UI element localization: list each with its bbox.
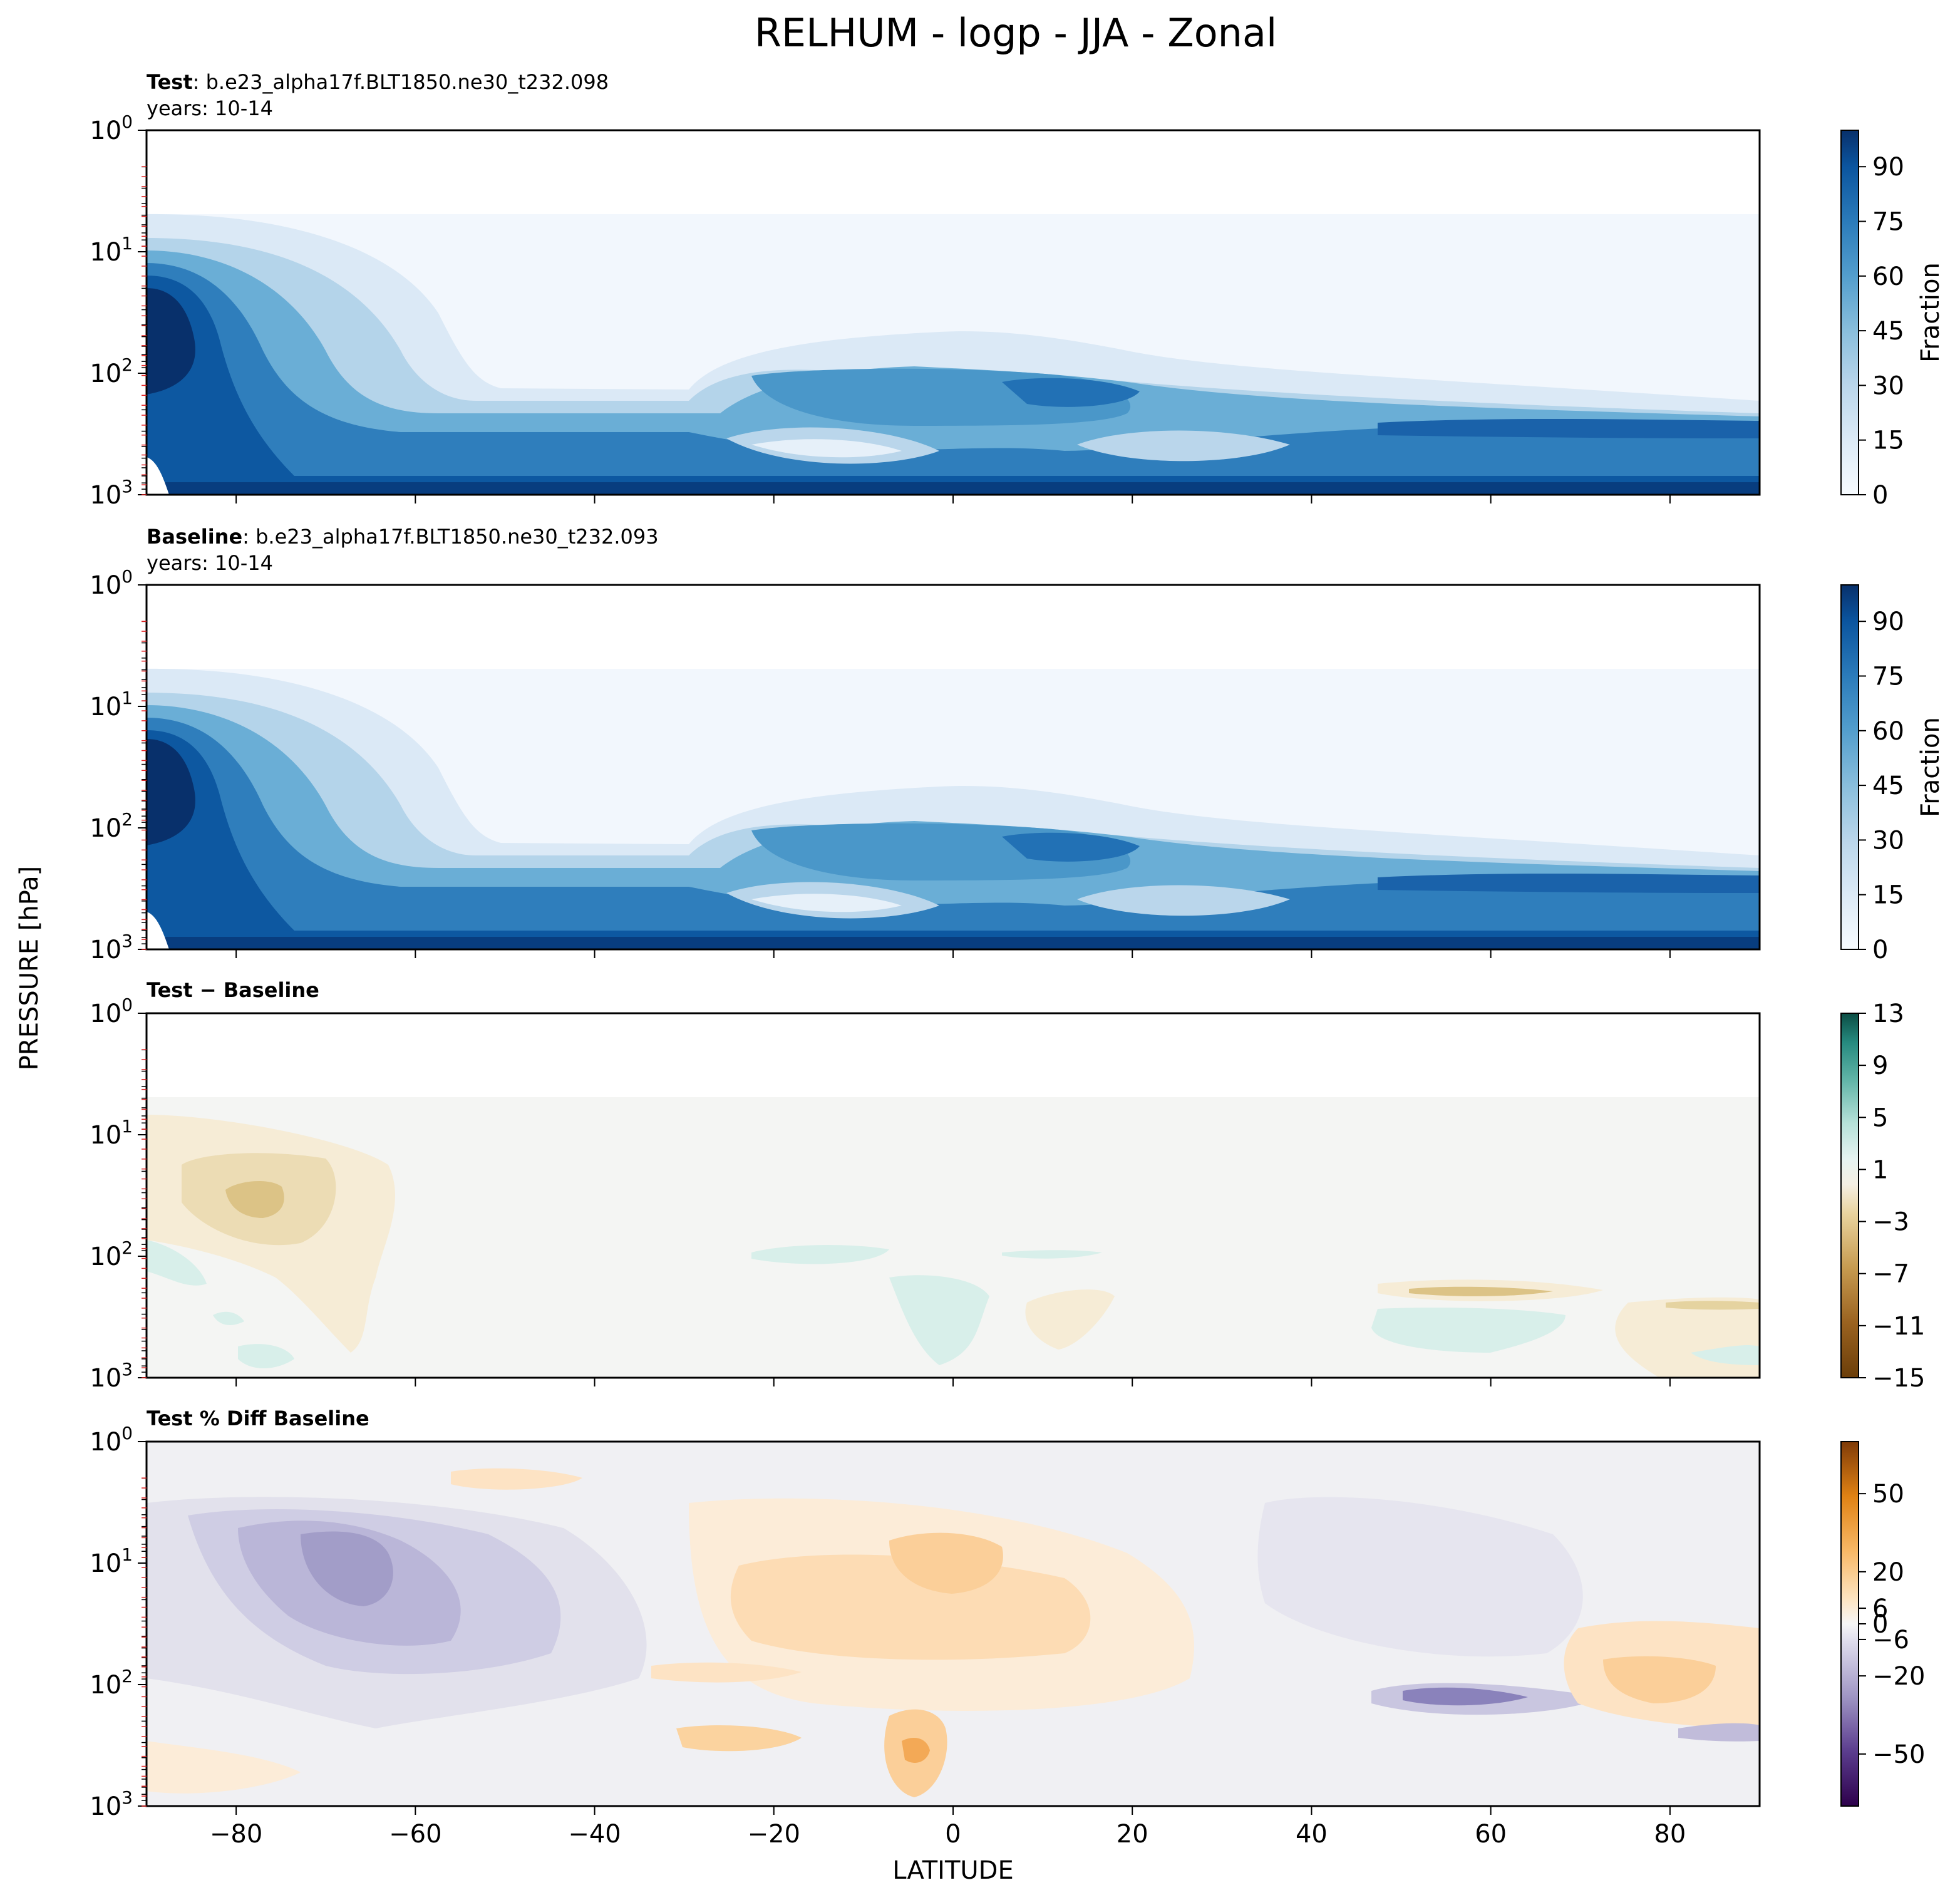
- y-tick-label: 102: [90, 1666, 133, 1700]
- colorbar-tick-label: −20: [1872, 1662, 1925, 1691]
- colorbar-tick-label: 60: [1872, 262, 1904, 291]
- x-tick-label: 0: [945, 1820, 961, 1849]
- panel-test-colorbar-ticks: 0 15 30 45 60 75 90: [1859, 153, 1904, 510]
- y-tick-label: 102: [90, 354, 133, 388]
- y-tick-label: 103: [90, 1787, 133, 1821]
- panel-baseline-title-bold: Baseline: [147, 525, 242, 549]
- panel-test-x-ticks: [235, 495, 1671, 503]
- panel-test-title: Test: b.e23_alpha17f.BLT1850.ne30_t232.0…: [147, 70, 609, 94]
- colorbar-tick-label: 0: [1872, 1610, 1888, 1639]
- y-tick-label: 101: [90, 233, 133, 267]
- y-tick-label: 102: [90, 809, 133, 843]
- panel-difference-x-ticks: [235, 1378, 1671, 1386]
- panel-test-subtitle: years: 10-14: [147, 96, 273, 120]
- colorbar-tick-label: 15: [1872, 881, 1904, 910]
- panel-baseline: Baseline: b.e23_alpha17f.BLT1850.ne30_t2…: [90, 525, 1945, 964]
- panel-percent-difference-colorbar: [1840, 1441, 1859, 1807]
- y-tick-label: 101: [90, 688, 133, 721]
- panel-difference-field: [147, 1013, 1760, 1378]
- y-tick-label: 102: [90, 1237, 133, 1271]
- panel-baseline-x-ticks: [235, 949, 1671, 958]
- colorbar-tick-label: −15: [1872, 1364, 1925, 1393]
- x-tick-label: −60: [389, 1820, 441, 1849]
- colorbar-tick-label: 20: [1872, 1558, 1904, 1587]
- x-tick-label: −20: [748, 1820, 800, 1849]
- colorbar-tick-label: 30: [1872, 371, 1904, 400]
- colorbar-tick-label: 75: [1872, 663, 1904, 691]
- colorbar-tick-label: −6: [1872, 1626, 1909, 1655]
- x-tick-label: 20: [1117, 1820, 1148, 1849]
- colorbar-tick-label: 6: [1872, 1594, 1888, 1623]
- y-tick-label: 101: [90, 1116, 133, 1150]
- colorbar-tick-label: 90: [1872, 607, 1904, 636]
- panel-baseline-title-rest: : b.e23_alpha17f.BLT1850.ne30_t232.093: [242, 525, 658, 549]
- panel-baseline-colorbar-label: Fraction: [1916, 717, 1945, 817]
- panel-baseline-title: Baseline: b.e23_alpha17f.BLT1850.ne30_t2…: [147, 525, 659, 549]
- colorbar-tick-label: 1: [1872, 1155, 1888, 1184]
- panel-test-field: [147, 130, 1760, 495]
- x-tick-label: −80: [210, 1820, 262, 1849]
- panel-test: Test: b.e23_alpha17f.BLT1850.ne30_t232.0…: [90, 70, 1945, 510]
- figure-title: RELHUM - logp - JJA - Zonal: [755, 10, 1277, 56]
- colorbar-tick-label: 0: [1872, 936, 1888, 964]
- panel-test-colorbar-label: Fraction: [1916, 262, 1945, 363]
- colorbar-tick-label: 45: [1872, 317, 1904, 346]
- colorbar-tick-label: 9: [1872, 1051, 1888, 1080]
- x-tick-label: 60: [1475, 1820, 1507, 1849]
- colorbar-tick-label: 15: [1872, 426, 1904, 455]
- colorbar-tick-label: 75: [1872, 208, 1904, 237]
- x-tick-label: 40: [1296, 1820, 1328, 1849]
- colorbar-tick-label: 60: [1872, 717, 1904, 746]
- colorbar-tick-label: −3: [1872, 1208, 1909, 1237]
- panel-difference: Test − Baseline 100 101 102 103 −15 −11 −7 −3: [90, 978, 1925, 1393]
- panel-baseline-colorbar: [1840, 584, 1859, 950]
- panel-percent-difference-title: Test % Diff Baseline: [147, 1407, 369, 1430]
- colorbar-tick-label: 30: [1872, 826, 1904, 855]
- panel-difference-title: Test − Baseline: [147, 978, 319, 1002]
- y-tick-label: 103: [90, 1359, 133, 1393]
- panel-difference-colorbar: [1840, 1013, 1859, 1378]
- panel-difference-colorbar-ticks: −15 −11 −7 −3 1 5 9 13: [1859, 999, 1925, 1393]
- panel-percent-difference: Test % Diff Baseline −80 −60 −40 −20 0 20 40 60: [90, 1407, 1925, 1849]
- panel-baseline-y-ticks: 100 101 102 103: [90, 566, 147, 964]
- panel-test-title-rest: : b.e23_alpha17f.BLT1850.ne30_t232.098: [193, 70, 609, 94]
- panel-percent-difference-colorbar-ticks: −50 −20 −606 20 50: [1859, 1480, 1925, 1769]
- panel-test-colorbar: [1840, 130, 1859, 495]
- panel-baseline-colorbar-ticks: 0 15 30 45 60 75 90: [1859, 607, 1904, 964]
- y-tick-label: 103: [90, 931, 133, 964]
- y-tick-label: 100: [90, 1423, 133, 1457]
- colorbar-tick-label: −7: [1872, 1260, 1909, 1289]
- colorbar-tick-label: −50: [1872, 1740, 1925, 1769]
- panel-difference-y-ticks: 100 101 102 103: [90, 994, 147, 1393]
- y-tick-label: 103: [90, 476, 133, 510]
- panel-baseline-subtitle: years: 10-14: [147, 551, 273, 575]
- colorbar-tick-label: 45: [1872, 772, 1904, 800]
- panel-test-title-bold: Test: [147, 70, 193, 94]
- panel-percent-difference-y-ticks: 100 101 102 103: [90, 1423, 147, 1821]
- colorbar-tick-label: 5: [1872, 1103, 1888, 1132]
- panel-percent-difference-field: [147, 1442, 1760, 1806]
- colorbar-tick-label: 90: [1872, 153, 1904, 182]
- y-tick-label: 100: [90, 566, 133, 600]
- panel-percent-difference-x-ticks: −80 −60 −40 −20 0 20 40 60 80: [210, 1806, 1686, 1849]
- colorbar-tick-label: 50: [1872, 1480, 1904, 1509]
- colorbar-tick-label: 0: [1872, 481, 1888, 510]
- y-tick-label: 100: [90, 111, 133, 145]
- colorbar-tick-label: −11: [1872, 1312, 1925, 1341]
- panel-test-y-ticks: 100 101 102 103: [90, 111, 147, 510]
- colorbar-tick-label: 13: [1872, 999, 1904, 1028]
- x-tick-label: −40: [568, 1820, 621, 1849]
- y-tick-label: 101: [90, 1544, 133, 1578]
- y-axis-label: PRESSURE [hPa]: [15, 866, 44, 1070]
- x-axis-label: LATITUDE: [892, 1856, 1013, 1885]
- y-tick-label: 100: [90, 994, 133, 1028]
- panel-baseline-field: [147, 585, 1760, 949]
- x-tick-label: 80: [1654, 1820, 1686, 1849]
